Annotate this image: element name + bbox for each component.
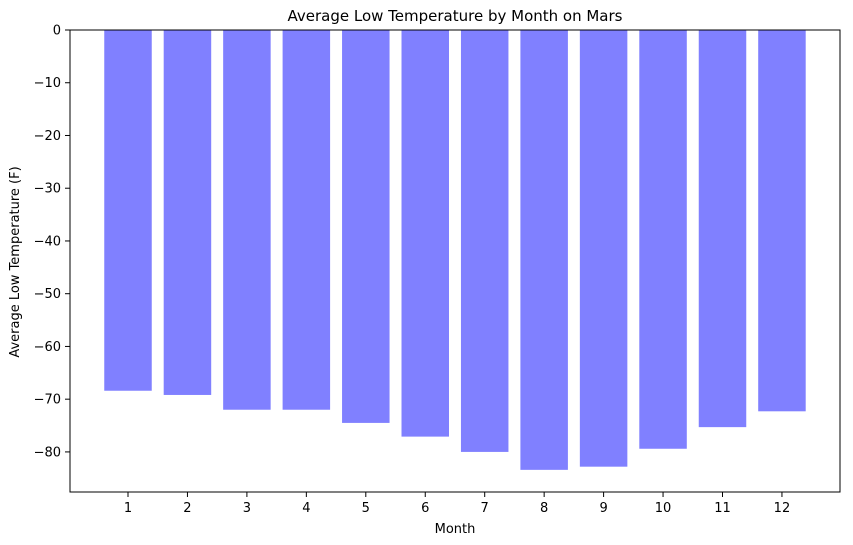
x-axis-label: Month (435, 522, 476, 537)
bar-month-4 (282, 30, 331, 410)
x-tick-label: 7 (481, 501, 489, 516)
x-axis: 1 2 3 4 5 6 7 8 9 10 11 12 (124, 492, 790, 516)
bar-month-10 (639, 30, 687, 449)
x-tick-label: 2 (183, 501, 191, 516)
bars-group (104, 30, 806, 470)
x-tick-label: 6 (421, 501, 429, 516)
bar-month-12 (758, 30, 806, 412)
bar-month-6 (401, 30, 449, 437)
x-tick-label: 10 (655, 501, 672, 516)
bar-month-1 (104, 30, 152, 391)
bar-month-8 (520, 30, 568, 470)
y-tick-label: −50 (34, 287, 61, 302)
bar-month-5 (342, 30, 390, 423)
y-tick-label: −30 (34, 182, 61, 197)
y-tick-label: −40 (34, 234, 61, 249)
x-tick-label: 11 (714, 501, 731, 516)
y-tick-label: −60 (34, 340, 61, 355)
x-tick-label: 3 (243, 501, 251, 516)
bar-month-9 (579, 30, 628, 467)
y-axis-label: Average Low Temperature (F) (8, 166, 23, 357)
bar-month-11 (698, 30, 747, 428)
bar-month-7 (460, 30, 509, 452)
y-tick-label: −80 (34, 445, 61, 460)
y-tick-label: 0 (53, 24, 61, 39)
bar-month-2 (163, 30, 212, 395)
y-axis: 0 −10 −20 −30 −40 −50 −60 −70 −80 (34, 24, 70, 460)
y-tick-label: −70 (34, 393, 61, 408)
x-tick-label: 9 (599, 501, 607, 516)
y-tick-label: −20 (34, 129, 61, 144)
x-tick-label: 1 (124, 501, 132, 516)
plot-frame (69, 29, 841, 493)
y-tick-label: −10 (34, 76, 61, 91)
bar-month-3 (223, 30, 271, 410)
x-tick-label: 8 (540, 501, 548, 516)
x-tick-label: 5 (362, 501, 370, 516)
x-tick-label: 4 (302, 501, 310, 516)
chart-title: Average Low Temperature by Month on Mars (288, 7, 623, 25)
x-tick-label: 12 (774, 501, 791, 516)
